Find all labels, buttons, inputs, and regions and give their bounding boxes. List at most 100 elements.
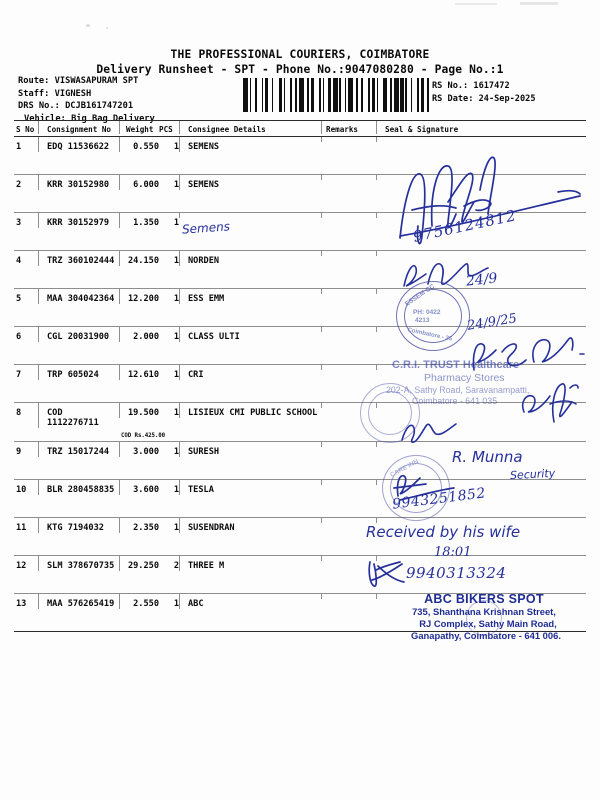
table-row: 7 TRP 605024 12.610 1 CRI: [14, 365, 586, 403]
column-header-seal: Seal & Signature: [376, 121, 586, 134]
cell-consignment: MAA 304042364: [38, 289, 119, 304]
route-row: Route: VISWASAPURAM SPT: [18, 75, 155, 88]
column-header-remarks: Remarks: [321, 121, 376, 134]
column-header-pcs: PCS: [159, 124, 173, 134]
cell-remarks: [321, 137, 376, 142]
vehicle-label: Vehicle:: [24, 113, 66, 124]
cell-consignment: KRR 30152980: [38, 175, 119, 190]
cell-weight: 29.250: [119, 556, 159, 571]
cell-remarks: [321, 442, 376, 447]
rs-date-label: RS Date:: [432, 94, 474, 104]
cell-sno: 4: [16, 256, 22, 266]
cell-weight: 2.350: [119, 518, 159, 533]
drs-row: DRS No.: DCJB161747201: [18, 100, 155, 113]
cell-seal: [376, 175, 586, 180]
column-header-consignee: Consignee Details: [179, 121, 321, 134]
cell-seal: [376, 365, 586, 370]
cell-remarks: [321, 594, 376, 599]
header-meta-left: Route: VISWASAPURAM SPT Staff: VIGNESH D…: [18, 75, 155, 125]
rs-no-row: RS No.: 1617472: [432, 80, 536, 93]
scan-artifact: [520, 2, 558, 5]
table-row: 8 COD 1112276711 19.500 1 LISIEUX CMI PUBLIC…: [14, 403, 586, 442]
staff-value: VIGNESH: [54, 88, 92, 99]
cell-pcs: 1: [173, 523, 179, 533]
cell-seal: [376, 327, 586, 332]
table-row: 6 CGL 20031900 2.000 1 CLASS ULTI: [14, 327, 586, 365]
cell-consignment: KTG 7194032: [38, 518, 119, 533]
header-meta-right: RS No.: 1617472 RS Date: 24-Sep-2025: [432, 80, 536, 106]
cell-weight: 19.500: [119, 403, 159, 418]
table-row: 1 EDQ 11536622 0.550 1 SEMENS: [14, 137, 586, 175]
cell-consignment: TRZ 360102444: [38, 251, 119, 266]
scan-artifact: [106, 27, 108, 29]
cell-consignee: SUSENDRAN: [179, 518, 321, 533]
cell-weight: 3.000: [119, 442, 159, 457]
cell-seal: [376, 137, 586, 142]
cell-sno: 1: [16, 142, 22, 152]
cell-consignment: SLM 378670735: [38, 556, 119, 571]
route-label: Route:: [18, 76, 50, 86]
barcode: [243, 78, 429, 112]
cell-pcs: 1: [173, 599, 179, 609]
cell-sno: 10: [16, 485, 27, 495]
cell-pcs: 2: [173, 561, 179, 571]
scan-artifact: [455, 3, 497, 5]
column-header-sno: S No: [16, 124, 35, 134]
table-row: 11 KTG 7194032 2.350 1 SUSENDRAN: [14, 518, 586, 556]
cell-sno: 9: [16, 447, 22, 457]
cell-remarks: [321, 327, 376, 332]
document-subtitle: Delivery Runsheet - SPT - Phone No.:9047…: [96, 63, 504, 76]
cell-weight: 0.550: [119, 137, 159, 152]
route-value: VISWASAPURAM SPT: [54, 76, 139, 86]
cell-weight: 12.610: [119, 365, 159, 380]
cell-sno: 7: [16, 370, 22, 380]
cell-remarks: [321, 213, 376, 218]
table-row: 5 MAA 304042364 12.200 1 ESS EMM: [14, 289, 586, 327]
table-row: 10 BLR 280458835 3.600 1 TESLA: [14, 480, 586, 518]
cell-pcs: 1: [173, 294, 179, 304]
cell-pcs: 1: [173, 332, 179, 342]
cell-consignment: TRZ 15017244: [38, 442, 119, 457]
cell-weight: 24.150: [119, 251, 159, 266]
cell-remarks: [321, 403, 376, 408]
table-row: 9 TRZ 15017244 3.000 1 SURESH: [14, 442, 586, 480]
vehicle-value: Big Bag Delivery: [71, 113, 155, 124]
cell-seal: [376, 251, 586, 256]
cell-pcs: 1: [173, 142, 179, 152]
cell-pcs: 1: [173, 447, 179, 457]
cell-sno: 2: [16, 180, 22, 190]
cell-weight: 1.350: [119, 213, 159, 228]
cell-remarks: [321, 480, 376, 485]
cell-seal: [376, 556, 586, 561]
rs-date-value: 24-Sep-2025: [478, 94, 536, 104]
cell-pcs: 1: [173, 370, 179, 380]
rs-no-value: 1617472: [473, 81, 510, 91]
cell-consignee: ESS EMM: [179, 289, 321, 304]
cell-sno: 3: [16, 218, 22, 228]
cell-remarks: [321, 518, 376, 523]
cell-weight: 6.000: [119, 175, 159, 190]
cell-seal: [376, 480, 586, 485]
cell-consignment: KRR 30152979: [38, 213, 119, 228]
table-row: 13 MAA 576265419 2.550 1 ABC: [14, 594, 586, 631]
cell-consignee: [179, 213, 321, 218]
cell-pcs: 1: [173, 218, 179, 228]
company-title: THE PROFESSIONAL COURIERS, COIMBATORE: [170, 48, 430, 61]
table-row: 2 KRR 30152980 6.000 1 SEMENS: [14, 175, 586, 213]
cell-pcs: 1: [173, 485, 179, 495]
cell-consignment: MAA 576265419: [38, 594, 119, 609]
cell-sno: 8: [16, 408, 22, 418]
cell-consignee: LISIEUX CMI PUBLIC SCHOOL: [179, 403, 321, 418]
cell-remarks: [321, 556, 376, 561]
cell-consignment: EDQ 11536622: [38, 137, 119, 152]
cell-sno: 6: [16, 332, 22, 342]
cell-weight: 12.200: [119, 289, 159, 304]
staff-label: Staff:: [18, 88, 50, 99]
cell-consignee: SEMENS: [179, 137, 321, 152]
cell-consignee: SURESH: [179, 442, 321, 457]
scan-artifact: [86, 24, 90, 27]
cell-consignment: TRP 605024: [38, 365, 119, 380]
cell-consignment: COD 1112276711: [38, 403, 119, 428]
cell-consignment: BLR 280458835: [38, 480, 119, 495]
